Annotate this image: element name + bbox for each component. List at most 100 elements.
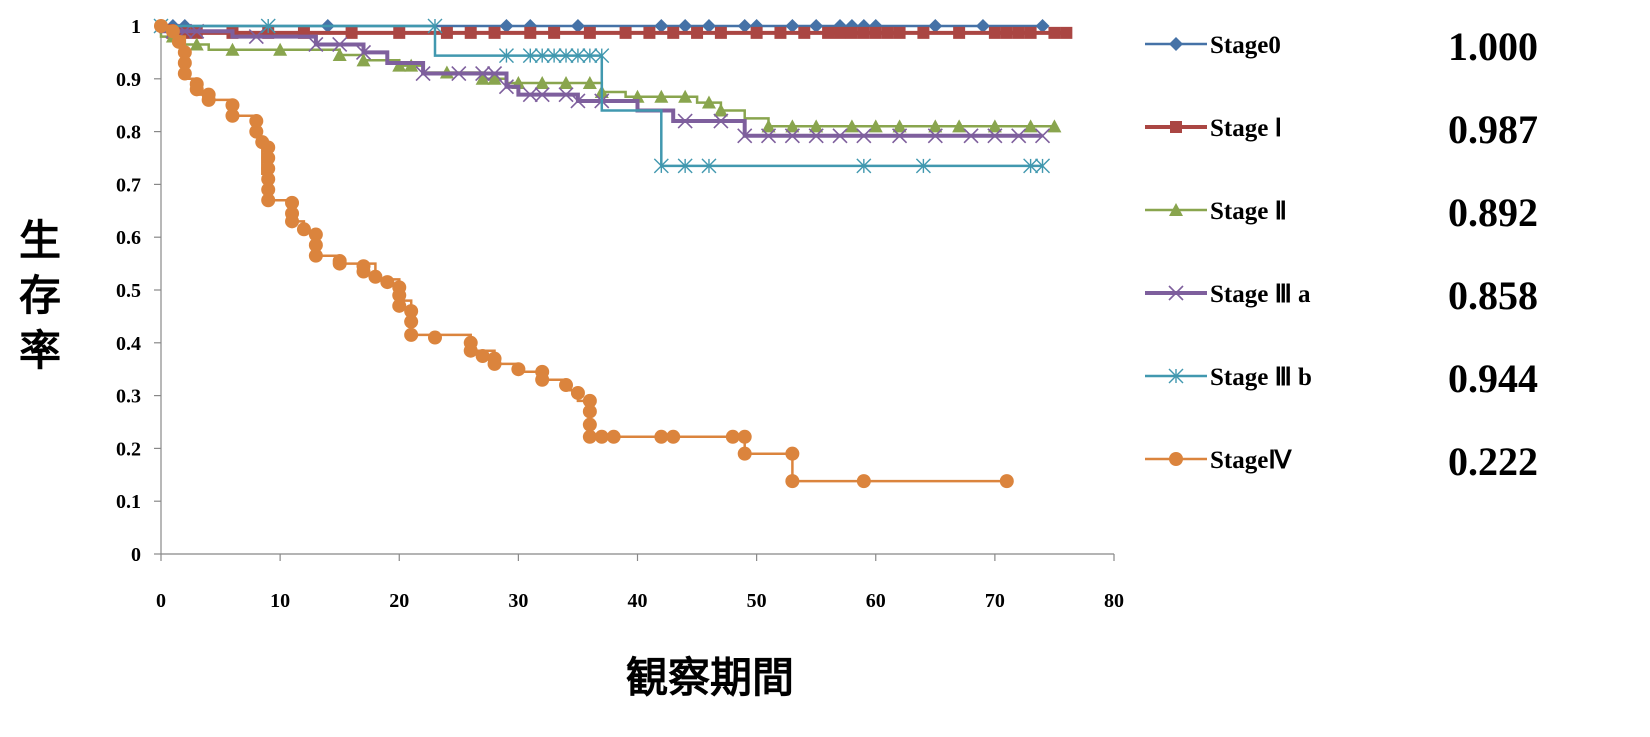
- triangle-marker: [1047, 119, 1062, 133]
- y-tick-label: 0.6: [116, 227, 141, 249]
- star-marker: [915, 158, 931, 174]
- x-marker: [415, 65, 431, 82]
- square-marker: [857, 26, 870, 39]
- square-marker: [845, 26, 858, 39]
- x-marker: [498, 79, 515, 95]
- x-marker: [332, 36, 348, 53]
- circle-marker: [380, 275, 395, 290]
- y-tick-label: 0.5: [116, 280, 141, 302]
- circle-marker: [725, 429, 740, 444]
- diamond-marker: [499, 19, 514, 33]
- x-tick-label: 40: [628, 590, 648, 612]
- axes: 00.10.20.30.40.50.60.70.80.910 10 20 30 40 50…: [116, 16, 1124, 612]
- x-marker-stroke: [332, 36, 348, 53]
- x-marker-stroke: [1011, 128, 1027, 144]
- x-marker-stroke: [522, 87, 538, 103]
- triangle-marker: [559, 76, 574, 90]
- legend-value: 0.987: [1448, 107, 1538, 152]
- square-marker: [869, 26, 882, 39]
- circle-marker: [261, 182, 276, 197]
- circle-marker: [487, 356, 502, 371]
- square-marker: [345, 26, 358, 39]
- x-marker-stroke: [486, 65, 503, 82]
- x-marker: [558, 87, 574, 103]
- series-circle: [154, 19, 1014, 489]
- x-marker-stroke: [713, 113, 729, 129]
- triangle-marker: [392, 58, 407, 72]
- x-tick-label: 50: [747, 590, 767, 612]
- x-marker: [248, 28, 264, 45]
- series-line: [159, 26, 1043, 138]
- diamond-marker: [701, 19, 716, 33]
- circle-marker: [308, 227, 323, 242]
- circle-marker: [177, 66, 192, 81]
- y-axis-title-char: 率: [19, 326, 61, 375]
- star-marker: [1168, 368, 1184, 384]
- square-marker: [440, 26, 453, 39]
- circle-marker: [154, 19, 168, 33]
- x-marker-stroke: [570, 93, 586, 109]
- triangle-marker: [475, 71, 490, 85]
- x-marker-stroke: [737, 128, 753, 144]
- x-marker-stroke: [475, 65, 491, 82]
- star-marker: [594, 48, 610, 64]
- triangle-marker: [809, 119, 824, 133]
- x-marker-stroke: [892, 128, 908, 144]
- x-marker-stroke: [677, 113, 693, 129]
- triangle-marker: [701, 95, 716, 109]
- x-marker: [570, 93, 586, 109]
- triangle-marker: [892, 119, 907, 133]
- square-marker: [750, 26, 763, 39]
- circle-marker: [171, 34, 186, 49]
- circle-marker: [261, 193, 276, 208]
- x-marker: [856, 128, 872, 144]
- star-marker: [260, 18, 276, 34]
- x-marker: [963, 128, 979, 144]
- star-marker: [498, 48, 514, 64]
- circle-marker: [999, 474, 1014, 489]
- square-marker: [774, 26, 787, 39]
- circle-marker: [261, 161, 276, 176]
- circle-marker: [356, 264, 371, 279]
- y-tick-label: 0.1: [116, 491, 141, 513]
- circle-marker: [285, 214, 300, 229]
- circle-marker: [189, 82, 204, 97]
- series-star: [153, 18, 1051, 174]
- series-x: [159, 23, 1051, 144]
- star-marker: [1035, 158, 1051, 174]
- legend-label: Stage Ⅲ a: [1210, 281, 1311, 308]
- square-marker: [1012, 26, 1025, 39]
- circle-marker: [261, 172, 276, 187]
- star-marker: [570, 48, 586, 64]
- square-marker: [1060, 26, 1073, 39]
- triangle-marker: [189, 37, 204, 51]
- triangle-marker: [785, 119, 800, 133]
- square-marker: [643, 26, 656, 39]
- triangle-marker: [332, 48, 347, 62]
- diamond-marker: [570, 19, 585, 33]
- x-marker-stroke: [558, 87, 574, 103]
- square-marker: [464, 26, 477, 39]
- y-axis-title-char: 存: [19, 271, 61, 320]
- triangle-marker: [844, 119, 859, 133]
- star-marker: [522, 48, 538, 64]
- square-marker: [667, 26, 680, 39]
- circle-marker: [785, 446, 800, 461]
- x-marker: [808, 128, 824, 144]
- square-marker: [297, 26, 310, 39]
- legend-entry: Stage Ⅲ a 0.858: [1145, 273, 1538, 318]
- triangle-marker: [987, 119, 1002, 133]
- x-marker-stroke: [248, 28, 264, 45]
- square-marker: [834, 26, 847, 39]
- x-marker: [713, 113, 729, 129]
- x-marker: [927, 128, 943, 144]
- x-marker-stroke: [832, 128, 848, 144]
- x-marker-stroke: [451, 65, 467, 82]
- legend-value: 0.944: [1448, 356, 1538, 401]
- circle-marker: [475, 349, 490, 363]
- y-tick-label: 0: [131, 544, 141, 566]
- circle-marker: [308, 238, 323, 253]
- circle-marker: [427, 330, 442, 345]
- x-tick-label: 80: [1104, 590, 1124, 612]
